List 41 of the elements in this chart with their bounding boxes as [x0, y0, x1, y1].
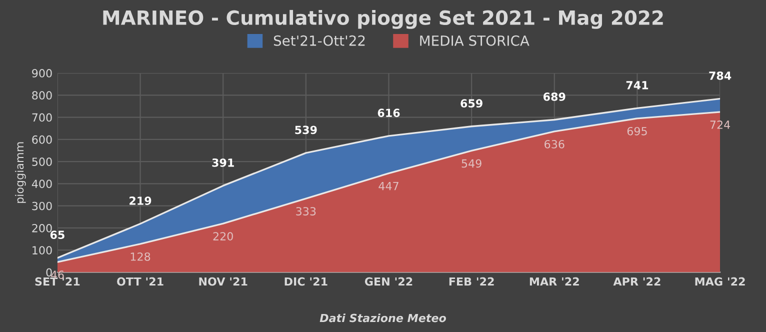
x-tick-label: GEN '22: [364, 277, 412, 286]
data-label: 128: [130, 252, 150, 261]
data-label: 695: [627, 126, 647, 136]
legend-label: Set'21-Ott'22: [274, 35, 365, 46]
data-label: 539: [295, 126, 317, 134]
data-label: 333: [296, 207, 316, 216]
data-label: 219: [130, 196, 152, 205]
x-tick-label: OTT '21: [117, 277, 164, 286]
y-axis-title: pioggiamm: [15, 142, 26, 203]
legend-label: MEDIA STORICA: [420, 35, 530, 46]
x-tick-label: MAG '22: [695, 277, 745, 286]
data-label: 220: [213, 232, 233, 240]
data-label: 784: [709, 71, 732, 80]
data-label: 447: [378, 182, 398, 190]
data-label: 741: [626, 81, 648, 90]
x-tick-label: FEB '22: [449, 277, 494, 286]
x-tick-label: MAR '22: [530, 277, 579, 286]
chart-title: MARINEO - Cumulativo piogge Set 2021 - Mag 2022: [103, 10, 663, 29]
x-tick-label: NOV '21: [199, 277, 248, 286]
data-label: 391: [212, 158, 234, 167]
data-label: 636: [544, 140, 564, 148]
y-tick-label: 300: [32, 202, 52, 210]
y-tick-label: 600: [32, 135, 52, 144]
y-tick-label: 700: [32, 113, 52, 122]
data-label: 659: [460, 99, 482, 108]
y-tick-label: 400: [32, 180, 52, 188]
y-tick-label: 800: [32, 91, 52, 100]
data-label: 616: [378, 108, 400, 118]
y-tick-label: 100: [32, 246, 52, 254]
data-label: 724: [710, 120, 730, 129]
y-tick-label: 200: [32, 224, 52, 232]
data-label: 689: [543, 92, 566, 101]
y-tick-label: 500: [32, 158, 52, 166]
data-label: 549: [462, 159, 482, 168]
y-tick-label: 0: [46, 268, 52, 277]
data-label: 65: [50, 230, 64, 240]
text: Dati Stazione Meteo: [320, 314, 446, 322]
x-tick-label: APR '22: [613, 277, 660, 286]
y-tick-label: 900: [32, 69, 52, 78]
x-tick-label: DIC '21: [284, 277, 328, 286]
data-label: 46: [50, 270, 64, 279]
